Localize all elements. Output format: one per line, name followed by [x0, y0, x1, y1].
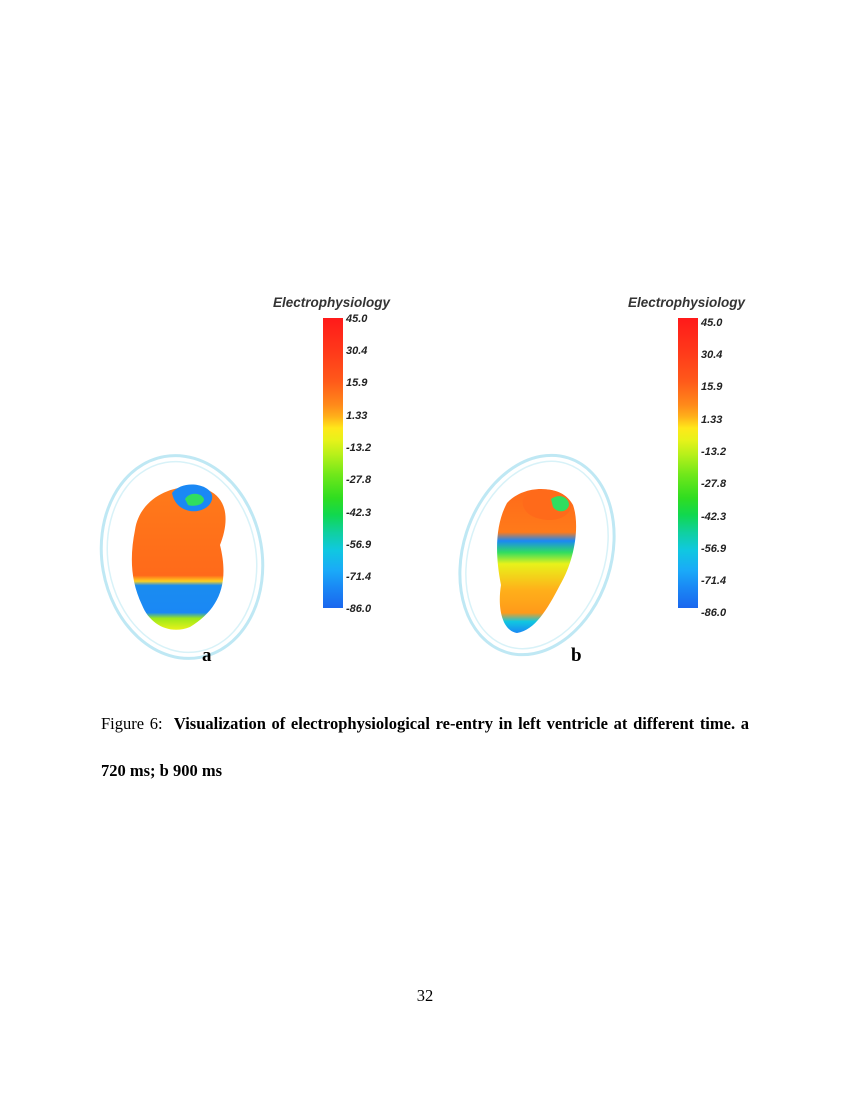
- page-number: 32: [416, 986, 434, 1005]
- colorbar-tick: -42.3: [701, 511, 727, 523]
- colorbar: [323, 318, 343, 608]
- figure-panel-a: Electrophysiology 45.0 30.4 15.9 1.33 -1…: [90, 285, 410, 675]
- colorbar-tick: 1.33: [346, 410, 368, 422]
- colorbar-tick: -27.8: [346, 474, 372, 486]
- colorbar-tick: 30.4: [346, 345, 368, 357]
- colorbar-tick: -71.4: [346, 571, 372, 583]
- colorbar-tick: -86.0: [346, 603, 372, 615]
- colorbar-tick: -42.3: [346, 507, 372, 519]
- colorbar-tick: -13.2: [701, 446, 727, 458]
- colorbar-tick: -27.8: [701, 478, 727, 490]
- heart-visualization-b: [458, 453, 616, 657]
- colorbar-tick: 15.9: [701, 381, 723, 393]
- panel-label: a: [202, 645, 212, 666]
- colorbar-tick: -71.4: [701, 575, 727, 587]
- heart-visualization-a: [99, 454, 265, 660]
- colorbar-tick: 30.4: [701, 349, 723, 361]
- colorbar-tick: -56.9: [346, 539, 372, 551]
- caption-title: Visualization of electrophysiological re…: [101, 714, 749, 780]
- panel-label: b: [571, 645, 582, 666]
- caption-prefix: Figure 6:: [101, 714, 163, 733]
- colorbar: [678, 318, 698, 608]
- colorbar-title: Electrophysiology: [628, 295, 746, 310]
- colorbar-tick: 45.0: [346, 313, 368, 325]
- colorbar-tick: -86.0: [701, 607, 727, 619]
- colorbar-tick: 15.9: [346, 377, 368, 389]
- colorbar-tick: -56.9: [701, 543, 727, 555]
- figure-caption: Figure 6: Visualization of electrophysio…: [101, 700, 749, 794]
- figure-panel-b: Electrophysiology 45.0 30.4 15.9 1.33 -1…: [445, 285, 765, 675]
- colorbar-tick: 1.33: [701, 414, 723, 426]
- colorbar-tick: 45.0: [701, 317, 723, 329]
- colorbar-tick: -13.2: [346, 442, 372, 454]
- colorbar-title: Electrophysiology: [273, 295, 391, 310]
